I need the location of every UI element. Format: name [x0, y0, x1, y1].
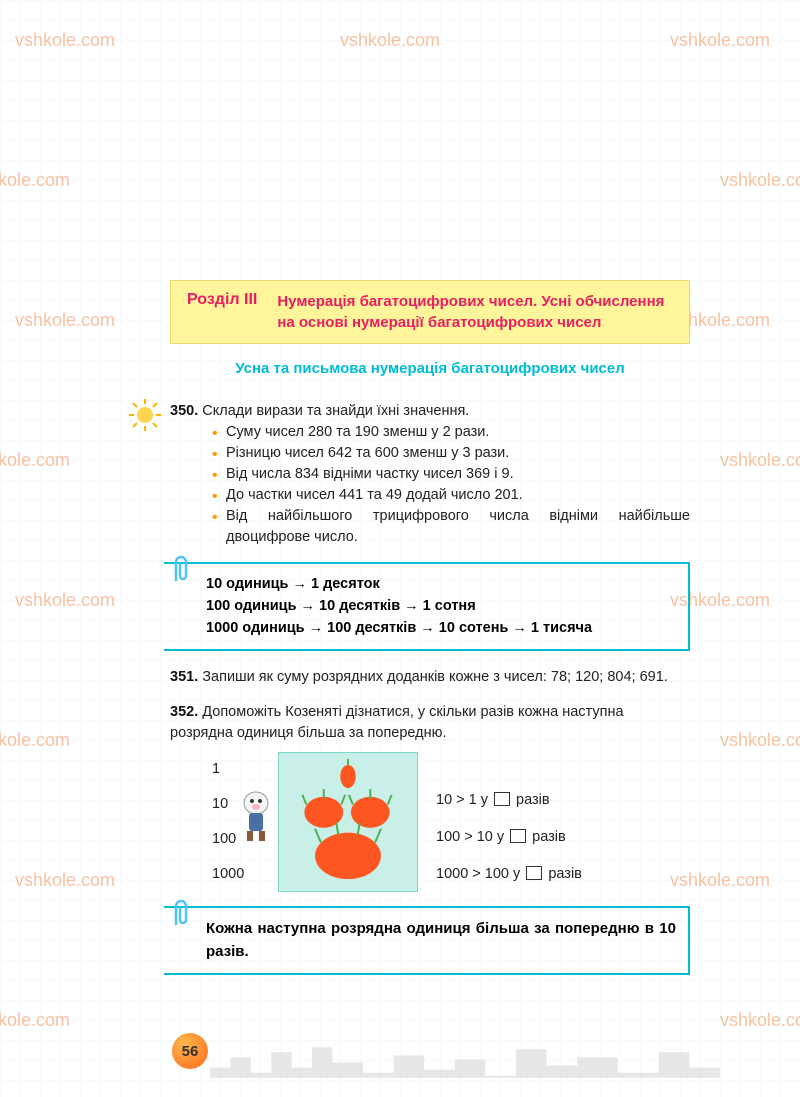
bullet-item: До частки чисел 441 та 49 додай число 20… [212, 485, 690, 506]
blank-box [526, 866, 542, 880]
rule-text: Кожна наступна розрядна одиниця більша з… [206, 920, 676, 960]
exercise-351: 351. Запиши як суму розрядних доданків к… [170, 667, 690, 688]
comparison-line: 10 > 1 у разів [436, 790, 690, 811]
exercise-352: 352. Допоможіть Козеняті дізнатися, у ск… [170, 702, 690, 892]
exercise-352-grid: 1 10 100 1000 10 > [170, 752, 690, 892]
page-content: Розділ III Нумерація багатоцифрових чисе… [0, 0, 800, 1035]
bullet-item: Від найбільшого трицифрового числа відні… [212, 506, 690, 548]
value: 1000 [212, 864, 260, 885]
rule-line: 100 одиниць → 10 десятків → 1 сотня [206, 596, 676, 618]
value: 1 [212, 759, 260, 780]
skyline-decoration [210, 1037, 720, 1077]
rule-line: 1000 одиниць → 100 десятків → 10 сотень … [206, 618, 676, 640]
rule-line: 10 одиниць → 1 десяток [206, 574, 676, 596]
illustration-panel [278, 752, 418, 892]
subtitle: Усна та письмова нумерація багатоцифрови… [170, 358, 690, 379]
exercise-text: Запиши як суму розрядних доданків кожне … [202, 669, 668, 685]
rule-box-1: 10 одиниць → 1 десяток 100 одиниць → 10 … [164, 562, 690, 651]
bullet-item: Суму чисел 280 та 190 зменш у 2 рази. [212, 422, 690, 443]
exercise-number: 351. [170, 669, 198, 685]
rule-box-2: Кожна наступна розрядна одиниця більша з… [164, 906, 690, 975]
section-header: Розділ III Нумерація багатоцифрових чисе… [170, 280, 690, 344]
bullet-item: Різницю чисел 642 та 600 зменш у 3 рази. [212, 443, 690, 464]
section-number: Розділ III [187, 291, 257, 333]
goat-icon [235, 785, 277, 843]
exercise-350-body: Суму чисел 280 та 190 зменш у 2 рази. Рі… [170, 422, 690, 548]
exercise-number: 352. [170, 704, 198, 720]
page-number-value: 56 [182, 1043, 199, 1060]
blank-box [510, 829, 526, 843]
exercise-number: 350. [170, 403, 198, 419]
bullet-item: Від числа 834 відніми частку чисел 369 і… [212, 464, 690, 485]
flower-icon [279, 753, 417, 891]
comparison-line: 1000 > 100 у разів [436, 864, 690, 885]
blank-box [494, 792, 510, 806]
comparison-line: 100 > 10 у разів [436, 827, 690, 848]
paperclip-icon [170, 552, 190, 588]
paperclip-icon [170, 896, 190, 932]
exercise-350: 350. Склади вирази та знайди їхні значен… [170, 401, 690, 548]
page-number: 56 [172, 1033, 208, 1069]
right-column: 10 > 1 у разів 100 > 10 у разів 1000 > 1… [436, 752, 690, 892]
section-title: Нумерація багатоцифрових чисел. Усні обч… [277, 291, 673, 333]
exercise-intro: Склади вирази та знайди їхні значення. [202, 403, 469, 419]
exercise-text: Допоможіть Козеняті дізнатися, у скільки… [170, 704, 624, 741]
sun-icon [128, 398, 162, 432]
